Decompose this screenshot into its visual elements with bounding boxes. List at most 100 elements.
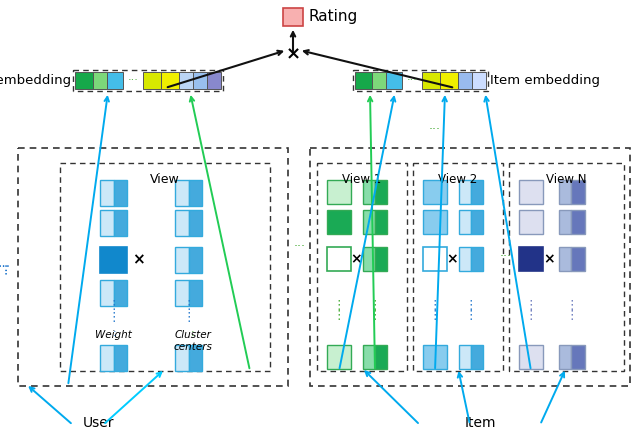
Bar: [114, 210, 127, 236]
Bar: [422, 72, 440, 89]
Text: ⋮: ⋮: [525, 298, 537, 312]
Text: ×: ×: [350, 252, 362, 266]
Text: ···: ···: [500, 250, 512, 264]
Bar: [114, 345, 127, 371]
Text: ⋮: ⋮: [183, 298, 195, 312]
Bar: [559, 180, 571, 204]
Bar: [423, 180, 447, 204]
Text: Item: Item: [464, 416, 496, 430]
Bar: [458, 72, 472, 89]
Bar: [207, 72, 221, 89]
Bar: [375, 180, 387, 204]
Bar: [175, 210, 189, 236]
Text: Weight: Weight: [95, 330, 131, 340]
Bar: [75, 72, 93, 89]
Bar: [363, 180, 375, 204]
Text: ×: ×: [543, 252, 555, 266]
Bar: [175, 345, 189, 371]
Bar: [93, 72, 107, 89]
Text: ···: ···: [127, 76, 138, 86]
Text: ⋮: ⋮: [429, 298, 441, 312]
Text: :: :: [191, 328, 195, 338]
Bar: [471, 345, 483, 369]
Bar: [559, 210, 571, 234]
Bar: [423, 210, 447, 234]
Bar: [519, 210, 543, 234]
Bar: [317, 163, 407, 371]
Bar: [353, 70, 488, 91]
Text: ⋮: ⋮: [108, 312, 120, 325]
Text: View 1: View 1: [342, 173, 381, 186]
Text: :: :: [113, 328, 117, 338]
Bar: [519, 345, 543, 369]
Bar: [18, 148, 288, 386]
Bar: [375, 247, 387, 271]
Text: Item embedding: Item embedding: [490, 74, 600, 87]
Bar: [100, 180, 114, 206]
Text: ···: ···: [0, 260, 11, 274]
Bar: [114, 180, 127, 206]
Text: ⋮: ⋮: [525, 309, 537, 323]
Bar: [327, 247, 351, 271]
Bar: [519, 247, 543, 271]
Bar: [440, 72, 458, 89]
Bar: [107, 72, 123, 89]
Bar: [363, 345, 375, 369]
Bar: [327, 180, 351, 204]
Bar: [189, 180, 202, 206]
Text: ···: ···: [294, 240, 306, 253]
Text: ⋮: ⋮: [369, 298, 381, 312]
Text: ×: ×: [132, 253, 145, 267]
Bar: [519, 180, 543, 204]
Bar: [189, 210, 202, 236]
Text: View 2: View 2: [438, 173, 477, 186]
Bar: [375, 345, 387, 369]
Bar: [189, 345, 202, 371]
Text: View N: View N: [547, 173, 587, 186]
Bar: [60, 163, 270, 371]
Bar: [571, 247, 585, 271]
Bar: [161, 72, 179, 89]
Bar: [363, 210, 375, 234]
Bar: [423, 345, 447, 369]
Bar: [175, 247, 189, 273]
Text: ⋮: ⋮: [108, 298, 120, 312]
Bar: [310, 148, 630, 386]
Bar: [100, 210, 114, 236]
Bar: [559, 247, 571, 271]
Text: ×: ×: [285, 45, 301, 63]
Text: ⋮: ⋮: [465, 298, 477, 312]
Text: ⋮: ⋮: [566, 309, 579, 323]
Bar: [363, 247, 375, 271]
Text: ···: ···: [429, 124, 441, 136]
Bar: [571, 210, 585, 234]
Text: ⋮: ⋮: [465, 309, 477, 323]
Text: View: View: [150, 173, 180, 186]
Text: ⋮: ⋮: [333, 309, 345, 323]
Bar: [100, 247, 127, 273]
Bar: [509, 163, 624, 371]
Bar: [100, 280, 114, 306]
Text: ⋮: ⋮: [369, 309, 381, 323]
Bar: [372, 72, 386, 89]
Text: ···: ···: [0, 260, 13, 274]
Bar: [386, 72, 402, 89]
Bar: [100, 345, 114, 371]
Bar: [471, 210, 483, 234]
Bar: [423, 247, 447, 271]
Bar: [189, 247, 202, 273]
Bar: [189, 280, 202, 306]
Bar: [471, 180, 483, 204]
Text: User embedding: User embedding: [0, 74, 71, 87]
Bar: [413, 163, 503, 371]
Bar: [459, 345, 471, 369]
Bar: [327, 210, 351, 234]
Text: ⋮: ⋮: [333, 298, 345, 312]
Bar: [175, 280, 189, 306]
Bar: [327, 345, 351, 369]
Bar: [571, 345, 585, 369]
Text: ⋮: ⋮: [566, 298, 579, 312]
Bar: [179, 72, 193, 89]
Bar: [355, 72, 372, 89]
Bar: [459, 210, 471, 234]
